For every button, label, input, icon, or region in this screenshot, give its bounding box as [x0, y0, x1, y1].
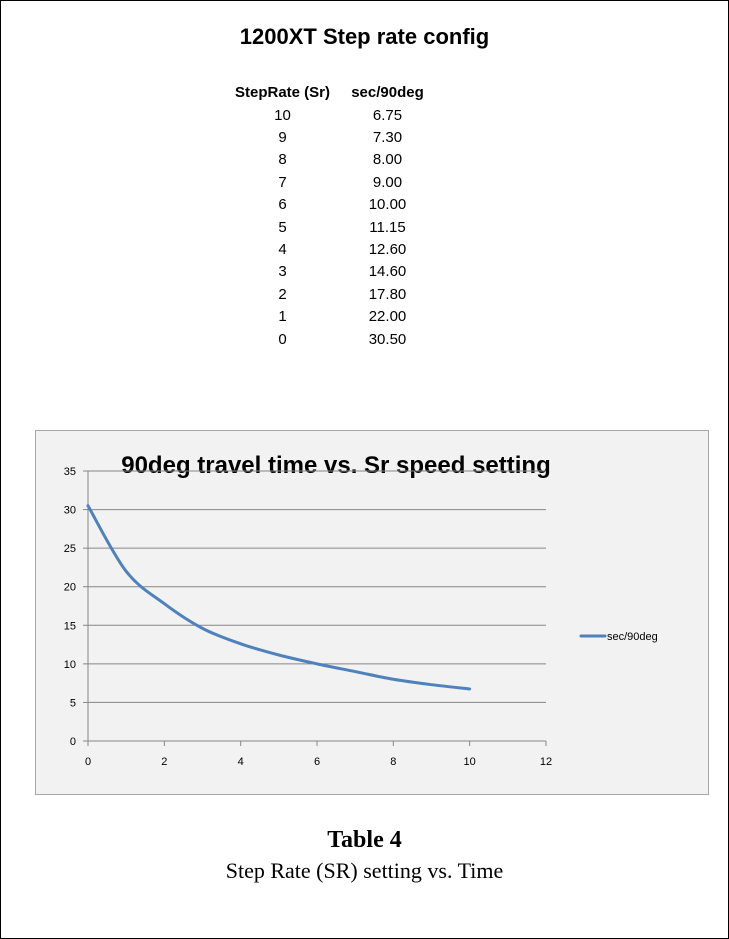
- seconds-cell: 8.00: [372, 151, 403, 169]
- table-row: 10 6.75: [225, 104, 435, 126]
- data-point: [353, 670, 357, 674]
- steprate-cell: 0: [278, 330, 287, 348]
- y-tick-label: 20: [64, 582, 76, 594]
- y-tick-label: 5: [70, 697, 76, 709]
- chart-area: 90deg travel time vs. Sr speed setting 0…: [35, 430, 709, 795]
- table-row: 7 9.00: [225, 171, 435, 193]
- x-tick-label: 2: [161, 756, 167, 768]
- header-steprate: StepRate (Sr): [234, 83, 331, 101]
- header-sec-per-90deg: sec/90deg: [351, 83, 424, 101]
- x-tick-label: 6: [314, 756, 320, 768]
- table-row: 0 30.50: [225, 328, 435, 350]
- y-tick-label: 10: [64, 659, 76, 671]
- data-point: [391, 677, 395, 681]
- seconds-cell: 12.60: [368, 241, 407, 259]
- steprate-cell: 6: [278, 196, 287, 214]
- table-row: 4 12.60: [225, 238, 435, 260]
- caption-title: Table 4: [327, 827, 402, 853]
- table-row: 6 10.00: [225, 194, 435, 216]
- config-title: 1200XT Step rate config: [239, 24, 490, 49]
- seconds-cell: 7.30: [372, 129, 403, 147]
- y-tick-label: 25: [64, 543, 76, 555]
- data-point: [430, 683, 434, 687]
- steprate-cell: 5: [278, 218, 287, 236]
- steprate-cell: 9: [278, 129, 287, 147]
- seconds-cell: 6.75: [372, 106, 403, 124]
- y-tick-label: 30: [64, 505, 76, 517]
- data-point: [162, 602, 166, 606]
- table-row: 5 11.15: [225, 216, 435, 238]
- steprate-cell: 7: [278, 173, 287, 191]
- table-row: 9 7.30: [225, 126, 435, 148]
- caption-subtitle: Step Rate (SR) setting vs. Time: [225, 858, 504, 883]
- x-tick-label: 0: [85, 756, 91, 768]
- steprate-cell: 8: [278, 151, 287, 169]
- table-row: 8 8.00: [225, 149, 435, 171]
- series-line: [86, 504, 472, 691]
- x-tick-label: 8: [390, 756, 396, 768]
- steprate-cell: 2: [278, 285, 287, 303]
- table-row: 1 22.00: [225, 306, 435, 328]
- x-tick-label: 12: [540, 756, 552, 768]
- line-chart: 90deg travel time vs. Sr speed setting 0…: [64, 452, 658, 768]
- data-point: [468, 687, 472, 691]
- steprate-cell: 4: [278, 241, 287, 259]
- step-rate-table: StepRate (Sr) sec/90deg 10 6.75 9 7.30 8 8.…: [225, 80, 435, 350]
- data-point: [201, 626, 205, 630]
- seconds-cell: 11.15: [369, 218, 406, 236]
- data-point: [86, 504, 90, 508]
- y-tick-label: 15: [64, 620, 76, 632]
- seconds-cell: 17.80: [368, 285, 407, 303]
- chart-title: 90deg travel time vs. Sr speed setting: [121, 452, 551, 479]
- table-header-row: StepRate (Sr) sec/90deg: [225, 80, 435, 104]
- x-tick-label: 10: [464, 756, 476, 768]
- steprate-cell: 1: [278, 308, 287, 326]
- legend-label: sec/90deg: [607, 631, 658, 643]
- table-row: 3 14.60: [225, 261, 435, 283]
- steprate-cell: 10: [274, 106, 291, 124]
- seconds-cell: 30.50: [368, 330, 407, 348]
- data-point: [277, 653, 281, 657]
- table-row: 2 17.80: [225, 283, 435, 305]
- y-tick-label: 35: [64, 466, 76, 478]
- data-point: [124, 569, 128, 573]
- seconds-cell: 10.00: [368, 196, 407, 214]
- data-point: [239, 642, 243, 646]
- x-tick-label: 4: [238, 756, 244, 768]
- seconds-cell: 14.60: [368, 263, 407, 281]
- y-tick-label: 0: [70, 736, 76, 748]
- seconds-cell: 9.00: [372, 173, 403, 191]
- steprate-cell: 3: [278, 263, 287, 281]
- seconds-cell: 22.00: [368, 308, 407, 326]
- data-point: [315, 662, 319, 666]
